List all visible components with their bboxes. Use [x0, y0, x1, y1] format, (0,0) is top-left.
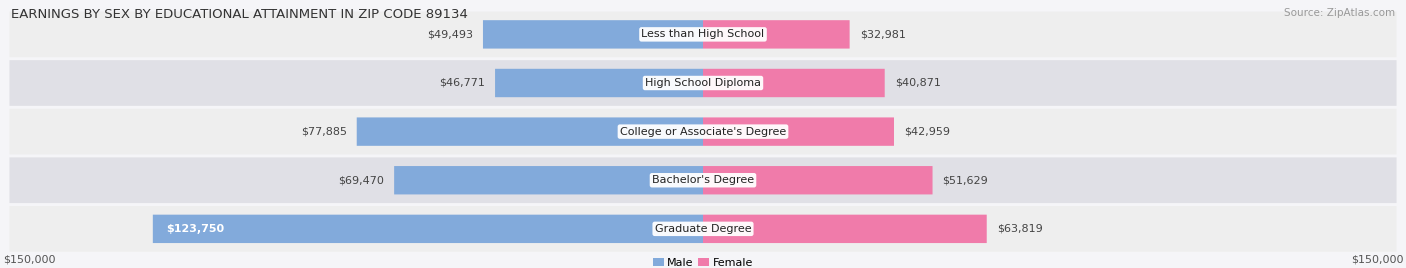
Text: $46,771: $46,771 — [439, 78, 485, 88]
FancyBboxPatch shape — [703, 117, 894, 146]
FancyBboxPatch shape — [394, 166, 703, 195]
Text: $42,959: $42,959 — [904, 126, 950, 137]
FancyBboxPatch shape — [484, 20, 703, 49]
FancyBboxPatch shape — [153, 215, 703, 243]
FancyBboxPatch shape — [10, 157, 1396, 203]
Text: $150,000: $150,000 — [1351, 254, 1403, 264]
Text: $150,000: $150,000 — [3, 254, 55, 264]
Text: Less than High School: Less than High School — [641, 29, 765, 39]
Text: Source: ZipAtlas.com: Source: ZipAtlas.com — [1284, 8, 1395, 18]
Text: $49,493: $49,493 — [427, 29, 472, 39]
Text: College or Associate's Degree: College or Associate's Degree — [620, 126, 786, 137]
FancyBboxPatch shape — [703, 166, 932, 195]
FancyBboxPatch shape — [703, 69, 884, 97]
FancyBboxPatch shape — [10, 206, 1396, 252]
FancyBboxPatch shape — [10, 12, 1396, 57]
FancyBboxPatch shape — [703, 20, 849, 49]
Text: EARNINGS BY SEX BY EDUCATIONAL ATTAINMENT IN ZIP CODE 89134: EARNINGS BY SEX BY EDUCATIONAL ATTAINMEN… — [11, 8, 468, 21]
FancyBboxPatch shape — [357, 117, 703, 146]
Text: $63,819: $63,819 — [997, 224, 1042, 234]
Text: $69,470: $69,470 — [339, 175, 384, 185]
FancyBboxPatch shape — [10, 109, 1396, 154]
FancyBboxPatch shape — [495, 69, 703, 97]
FancyBboxPatch shape — [10, 60, 1396, 106]
Text: $40,871: $40,871 — [894, 78, 941, 88]
Text: $51,629: $51,629 — [942, 175, 988, 185]
Text: $32,981: $32,981 — [859, 29, 905, 39]
Text: Graduate Degree: Graduate Degree — [655, 224, 751, 234]
Text: High School Diploma: High School Diploma — [645, 78, 761, 88]
Legend: Male, Female: Male, Female — [652, 258, 754, 268]
Text: $77,885: $77,885 — [301, 126, 347, 137]
Text: Bachelor's Degree: Bachelor's Degree — [652, 175, 754, 185]
FancyBboxPatch shape — [703, 215, 987, 243]
Text: $123,750: $123,750 — [166, 224, 225, 234]
